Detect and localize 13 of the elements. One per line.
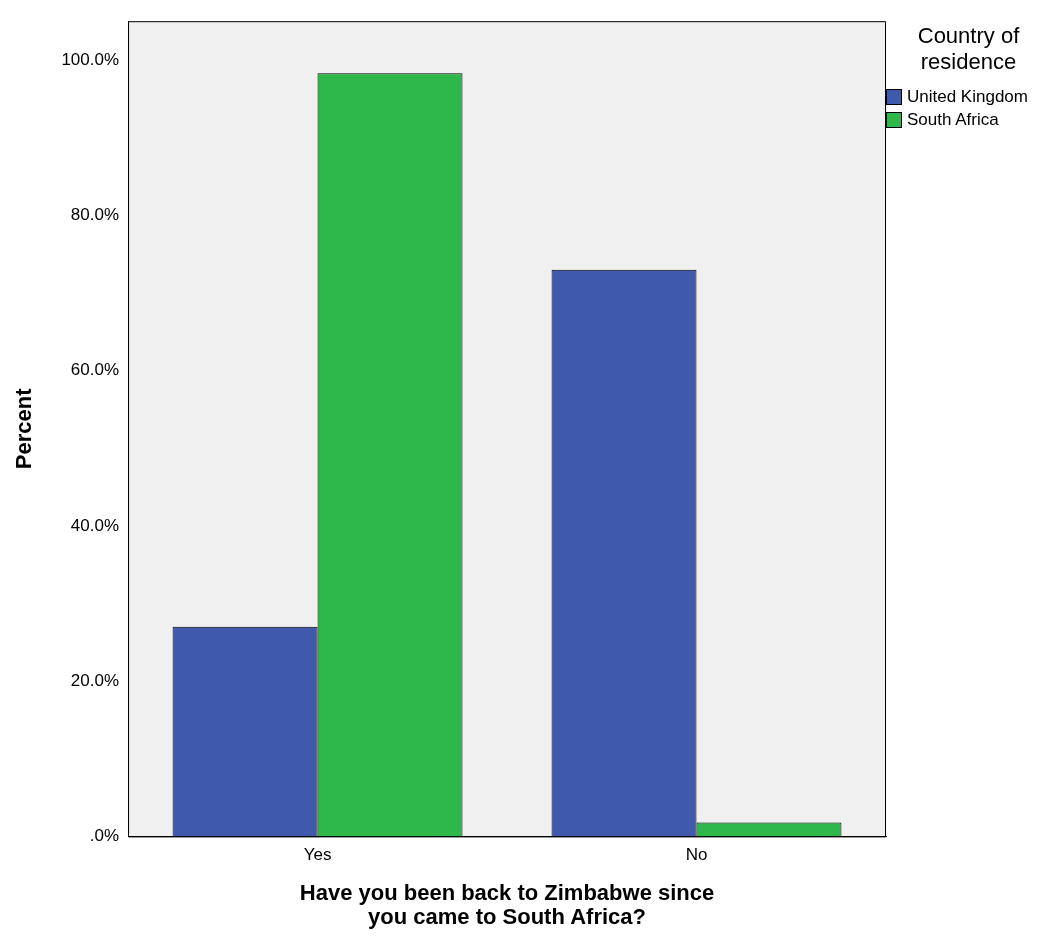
y-tick-label: 60.0% <box>70 360 120 380</box>
legend-label: South Africa <box>907 108 999 131</box>
x-axis-title: Have you been back to Zimbabwe since you came to South Africa? <box>299 880 715 929</box>
x-tick-label: No <box>685 845 708 865</box>
y-tick-label: .0% <box>89 826 120 846</box>
y-axis-title: Percent <box>11 387 37 470</box>
y-tick-label: 40.0% <box>70 515 120 535</box>
y-tick-label: 20.0% <box>70 670 120 690</box>
y-tick-label: 100.0% <box>61 49 120 69</box>
y-tick-label: 80.0% <box>70 204 120 224</box>
legend-label: United Kingdom <box>907 85 1028 108</box>
legend-title: Country of residence <box>916 23 1021 75</box>
x-tick-label: Yes <box>303 845 332 865</box>
